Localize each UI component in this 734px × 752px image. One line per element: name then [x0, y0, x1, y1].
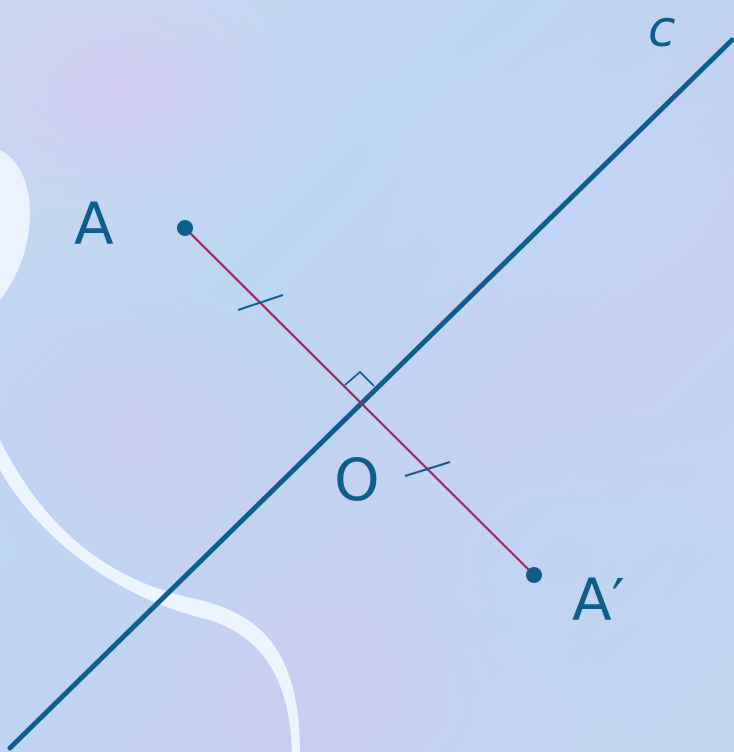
line-c-label: c [648, 0, 676, 58]
tick-mark-lower [404, 461, 451, 477]
background-swirl [0, 150, 300, 752]
tick-mark-upper [237, 294, 284, 311]
point-a-prime-dot [526, 567, 542, 583]
right-angle-marker [344, 370, 375, 387]
point-a-prime-label: A′ [572, 566, 625, 634]
line-c [7, 37, 734, 751]
point-a-dot [177, 220, 193, 236]
point-a-label: A [74, 190, 114, 258]
segment-a-a-prime [184, 227, 535, 576]
point-o-label: O [334, 446, 380, 514]
